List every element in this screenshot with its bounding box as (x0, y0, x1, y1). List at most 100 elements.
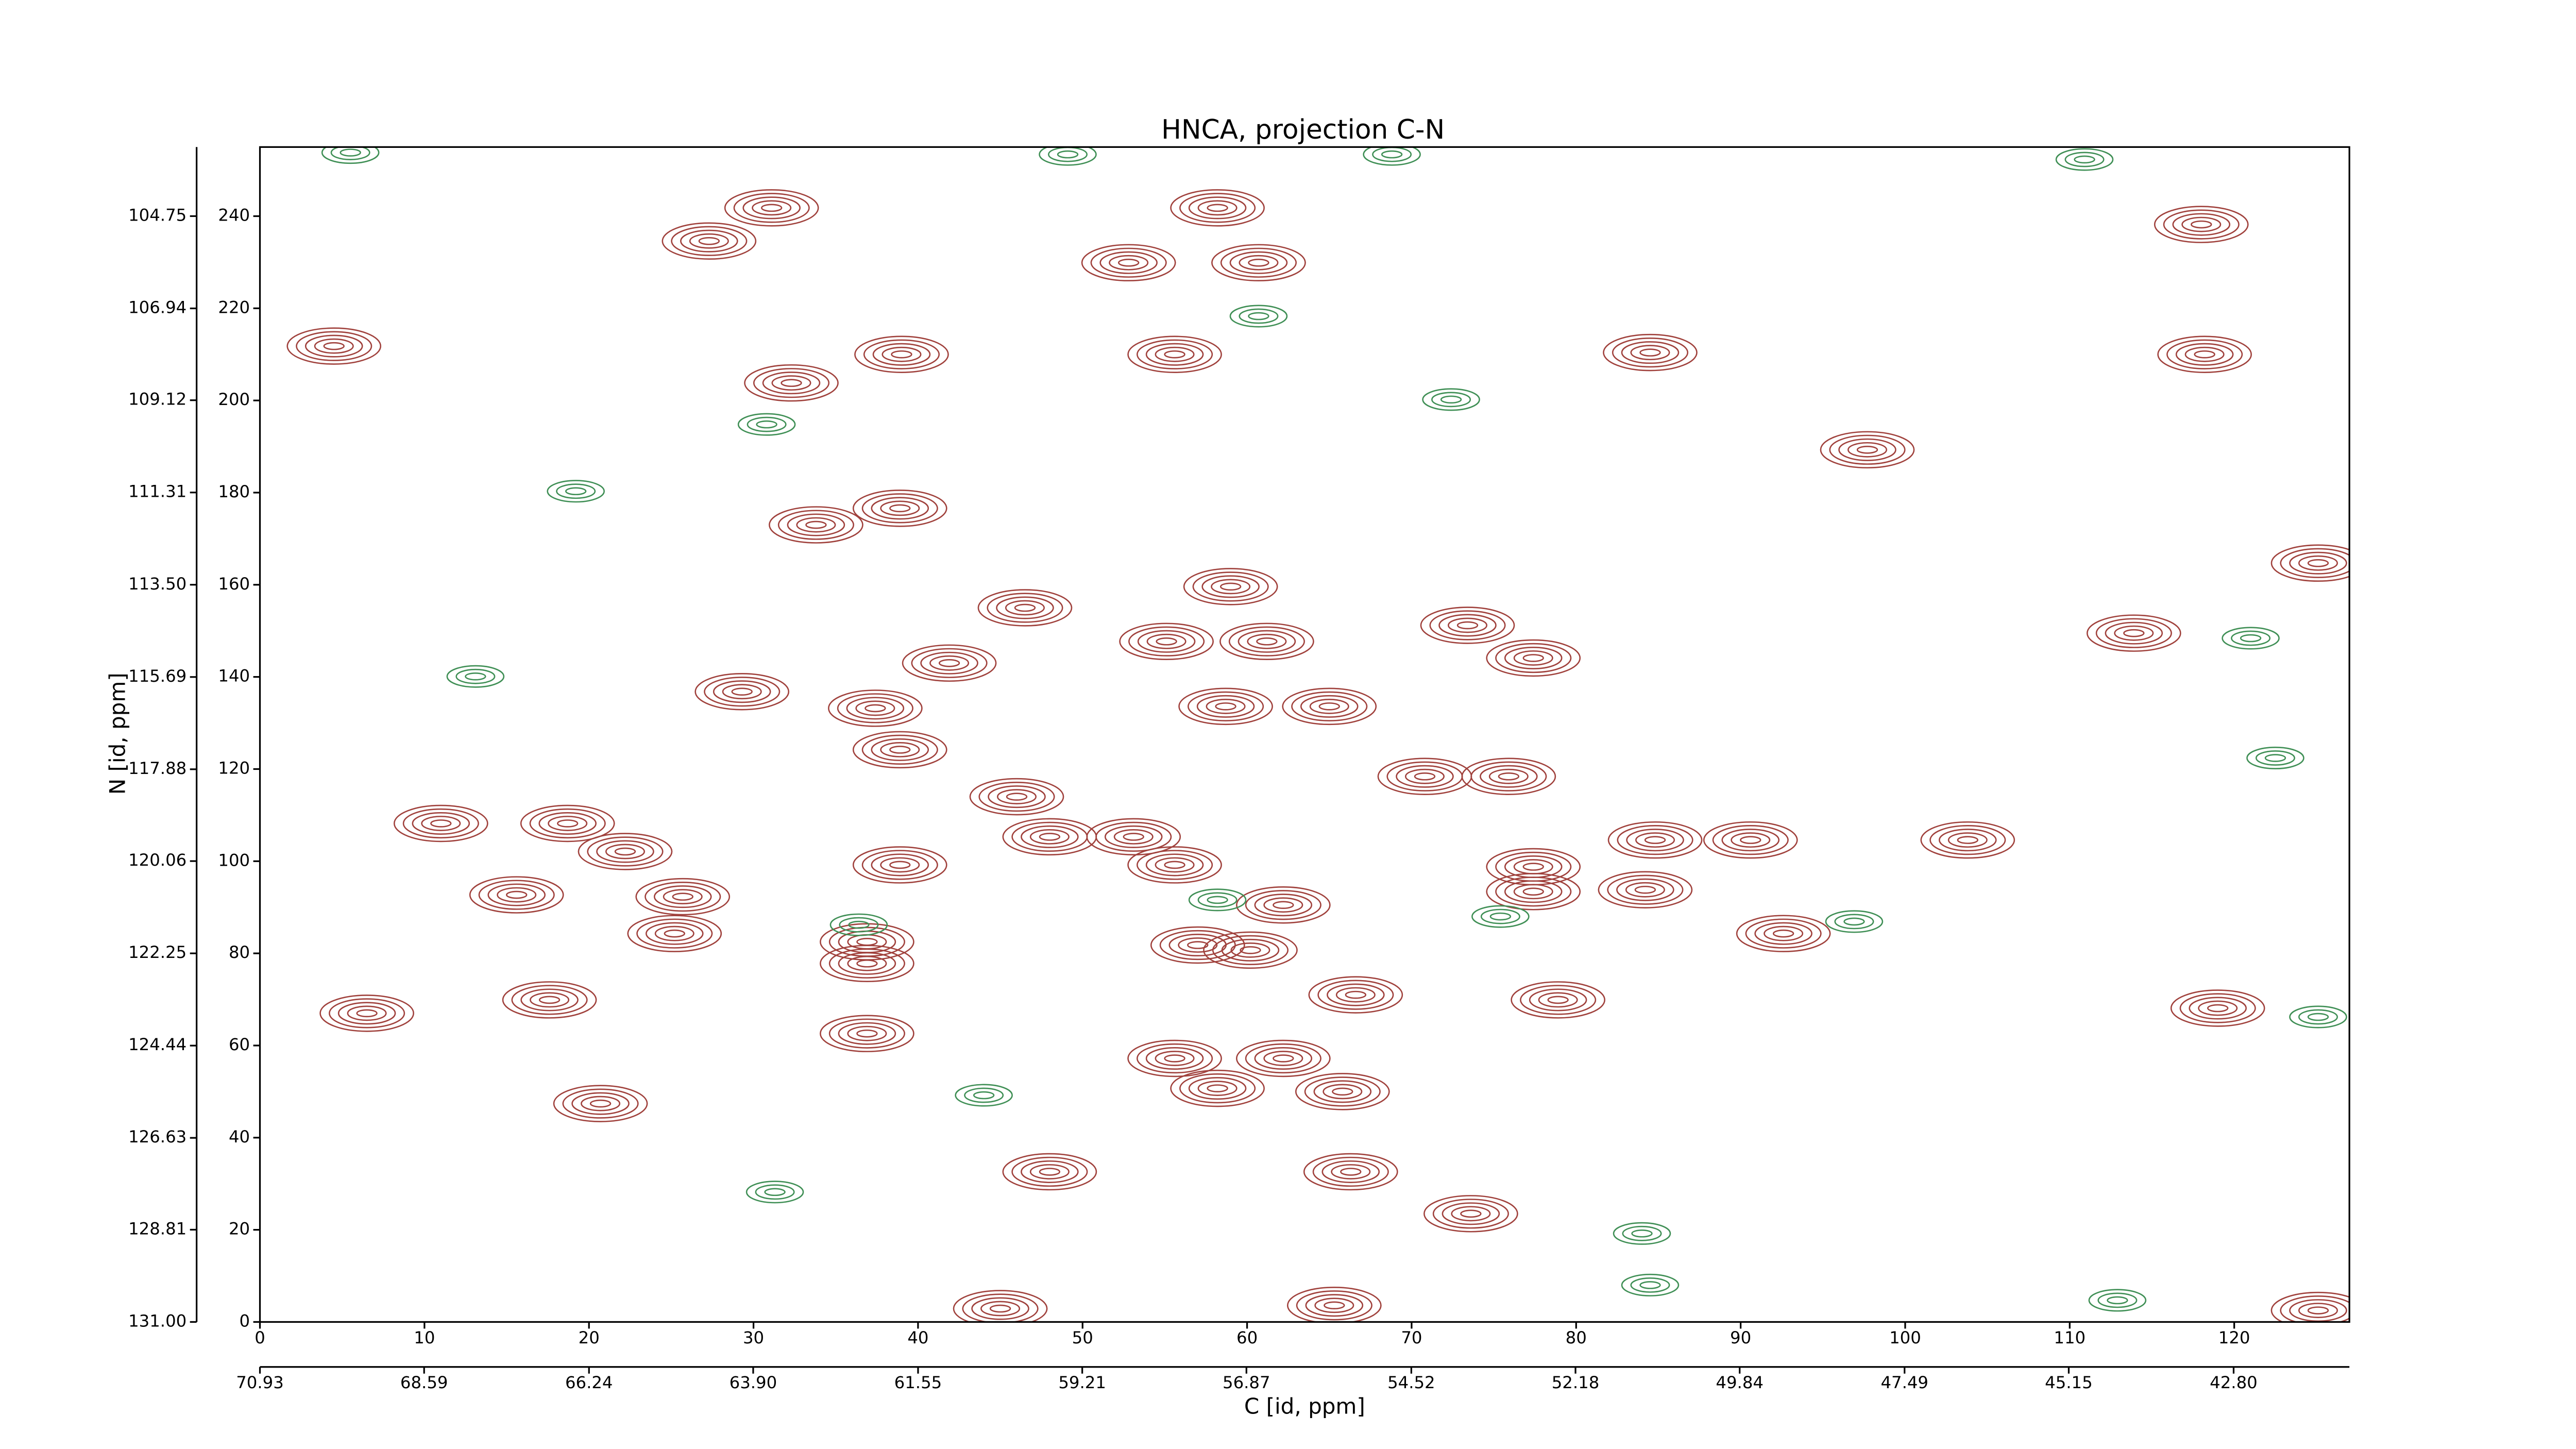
contour-ring (662, 222, 757, 260)
contour-ring (1187, 941, 1209, 949)
plot-frame (259, 146, 2350, 1323)
contour-ring (1273, 901, 1294, 909)
contour-ring (1825, 910, 1884, 933)
contour-ring (760, 204, 783, 212)
contour-ring (1197, 1081, 1238, 1096)
y-tick-label: 180 (218, 482, 250, 501)
contour-ring (889, 504, 911, 513)
contour-ring (1188, 196, 1247, 220)
contour-ring (2095, 618, 2172, 648)
contour-ring (520, 804, 615, 843)
contour-ring (852, 731, 947, 769)
x-tick-label: 10 (414, 1328, 435, 1347)
contour-ring (1247, 633, 1287, 649)
contour-ring (698, 237, 720, 245)
contour-ring (820, 945, 914, 983)
contour-ring (1547, 996, 1569, 1004)
contour-ring (2289, 1005, 2347, 1029)
contour-ring (861, 850, 938, 880)
contour-ring (1304, 1076, 1381, 1107)
contour-ring (2191, 220, 2212, 229)
contour-ring (1203, 931, 1298, 969)
contour-ring (636, 918, 713, 949)
contour-ring (538, 812, 597, 835)
contour-ring (955, 1084, 1013, 1107)
contour-ring (1363, 147, 1421, 166)
contour-ring (1229, 251, 1288, 274)
contour-ring (1155, 1051, 1195, 1066)
contour-ring (1146, 633, 1187, 649)
contour-ring (502, 981, 597, 1019)
contour-ring (1313, 1080, 1372, 1103)
contour-ring (605, 844, 645, 860)
contour-ring (973, 1091, 995, 1100)
contour-ring (1155, 346, 1195, 362)
contour-ring (1021, 825, 1079, 848)
contour-ring (1256, 637, 1278, 646)
contour-ring (1014, 603, 1036, 612)
contour-ring (839, 917, 879, 933)
contour-ring (1639, 1281, 1661, 1289)
contour-ring (989, 1304, 1011, 1313)
contour-ring (1188, 1077, 1247, 1100)
contour-ring (2264, 754, 2286, 762)
contour-ring (2107, 1296, 2128, 1305)
contour-ring (653, 885, 712, 908)
contour-ring (1164, 350, 1185, 359)
contour-ring (1731, 832, 1771, 848)
contour-ring (1215, 702, 1236, 711)
contour-ring (1323, 1084, 1363, 1100)
contour-ring (1309, 698, 1349, 714)
contour-ring (1029, 829, 1070, 845)
y2-tick-label: 128.81 (128, 1219, 187, 1238)
y-tick-label: 60 (229, 1035, 250, 1054)
contour-ring (1856, 446, 1878, 454)
contour-ring (340, 148, 361, 157)
contour-ring (1740, 836, 1761, 844)
contour-ring (1929, 825, 2006, 855)
contour-ring (852, 846, 947, 884)
contour-ring (1117, 259, 1140, 267)
contour-ring (704, 677, 781, 707)
contour-ring (978, 782, 1055, 812)
contour-ring (1612, 338, 1689, 368)
x-tick-label: 20 (579, 1328, 600, 1347)
contour-ring (1404, 768, 1445, 784)
contour-ring (1340, 1168, 1362, 1176)
contour-ring (446, 665, 505, 688)
contour-ring (856, 1029, 878, 1038)
contour-ring (1630, 345, 1670, 361)
contour-ring (891, 350, 912, 359)
contour-ring (1011, 821, 1088, 852)
contour-ring (1820, 431, 1915, 469)
contour-ring (455, 668, 496, 684)
contour-ring (1119, 622, 1214, 661)
contour-ring (764, 1188, 786, 1197)
contour-ring (1630, 1277, 1670, 1293)
contour-ring (1631, 1229, 1653, 1238)
contour-ring (847, 955, 887, 971)
contour-ring (1245, 1043, 1321, 1074)
contour-ring (1703, 821, 1798, 859)
contour-ring (337, 1002, 396, 1025)
contour-ring (988, 785, 1046, 808)
contour-ring (987, 593, 1063, 623)
contour-ring (1318, 702, 1340, 711)
contour-ring (1057, 150, 1079, 159)
contour-ring (1207, 204, 1228, 212)
contour-ring (553, 1085, 648, 1122)
chart-title: HNCA, projection C-N (1161, 114, 1445, 145)
contour-ring (556, 819, 579, 828)
contour-ring (2289, 1299, 2347, 1322)
contour-ring (296, 331, 372, 361)
contour-ring (856, 938, 878, 946)
contour-ring (1021, 1160, 1079, 1183)
contour-ring (506, 890, 528, 899)
contour-ring (664, 929, 685, 938)
contour-ring (805, 520, 827, 529)
contour-ring (319, 995, 414, 1032)
contour-ring (1448, 617, 1487, 633)
contour-ring (1754, 922, 1812, 945)
contour-ring (2298, 555, 2338, 571)
contour-ring (828, 689, 923, 727)
